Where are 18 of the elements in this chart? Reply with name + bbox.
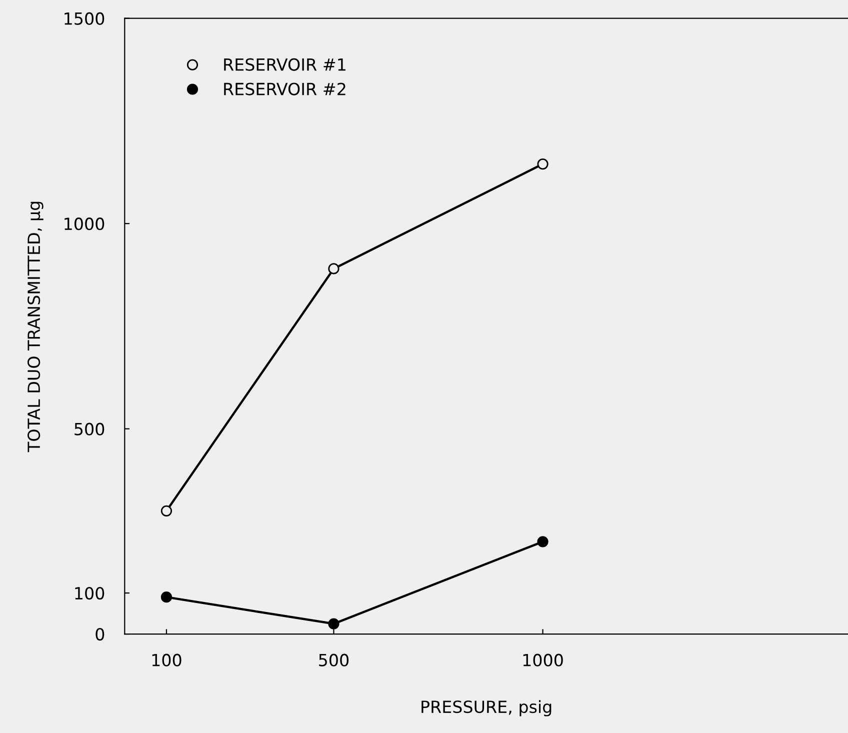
x-tick-label: 100 [152,654,182,666]
x-tick-label: 500 [319,654,349,666]
y-tick-label: 100 [75,586,104,600]
y-axis-title: TOTAL DUO TRANSMITTED, µg [28,202,44,452]
legend-label: RESERVOIR #1 [224,58,346,71]
point [537,536,548,548]
point [328,263,340,274]
y-tick-label: 0 [96,628,104,641]
y-tick-label: 500 [74,422,104,436]
y-tick-label: 1000 [64,218,104,230]
x-tick-label: 1000 [523,654,563,666]
point [537,158,548,170]
legend-label: RESERVOIR #2 [224,82,346,96]
x-axis-title: PRESSURE, psig [422,700,552,716]
y-tick-label: 1500 [64,12,104,25]
point [160,592,172,603]
point [160,505,172,516]
point [328,618,340,630]
